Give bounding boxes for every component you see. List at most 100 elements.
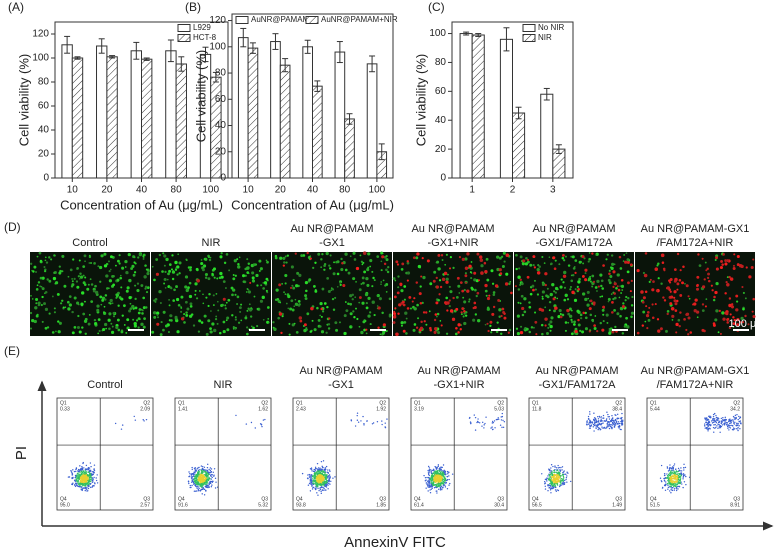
green-cell bbox=[94, 290, 99, 295]
error-bar bbox=[543, 87, 550, 101]
event bbox=[198, 478, 201, 480]
green-cell bbox=[115, 264, 117, 267]
red-cell bbox=[392, 321, 396, 324]
green-cell bbox=[259, 299, 264, 303]
x-tick-label: 80 bbox=[171, 185, 183, 196]
red-cell bbox=[532, 288, 535, 292]
green-cell bbox=[200, 259, 203, 261]
event bbox=[667, 486, 670, 489]
red-cell bbox=[643, 273, 648, 278]
green-cell bbox=[73, 296, 77, 300]
red-cell bbox=[552, 297, 556, 301]
green-cell bbox=[358, 301, 361, 304]
event bbox=[313, 468, 315, 471]
event bbox=[484, 422, 486, 425]
green-cell bbox=[611, 262, 615, 266]
event bbox=[208, 477, 211, 479]
event bbox=[585, 423, 588, 425]
red-cell bbox=[502, 310, 506, 314]
event bbox=[434, 486, 437, 488]
quadrant-name: Q3 bbox=[615, 496, 622, 502]
green-cell bbox=[503, 260, 506, 263]
green-cell bbox=[369, 265, 372, 268]
green-cell bbox=[121, 266, 125, 270]
event bbox=[715, 426, 717, 429]
event bbox=[441, 466, 443, 469]
green-cell bbox=[740, 316, 744, 321]
event bbox=[202, 472, 204, 474]
event bbox=[214, 477, 217, 480]
event bbox=[595, 427, 597, 430]
green-cell bbox=[161, 270, 164, 273]
green-cell bbox=[123, 324, 126, 326]
event bbox=[708, 420, 710, 423]
event bbox=[87, 478, 89, 480]
event bbox=[444, 473, 447, 476]
green-cell bbox=[115, 296, 118, 299]
event bbox=[201, 468, 204, 470]
red-cell bbox=[445, 280, 449, 284]
event bbox=[207, 484, 209, 487]
red-cell bbox=[358, 296, 362, 299]
event bbox=[500, 416, 502, 418]
event bbox=[93, 472, 95, 474]
event bbox=[206, 486, 208, 489]
green-cell bbox=[77, 314, 80, 318]
red-cell bbox=[439, 285, 443, 289]
event bbox=[621, 422, 623, 425]
event bbox=[668, 469, 671, 471]
event bbox=[429, 482, 431, 485]
green-cell bbox=[35, 298, 39, 302]
green-cell bbox=[126, 318, 130, 322]
event bbox=[208, 471, 211, 474]
green-cell bbox=[164, 287, 167, 289]
event bbox=[565, 477, 568, 479]
event bbox=[323, 487, 325, 490]
green-cell bbox=[35, 271, 37, 273]
event bbox=[89, 470, 91, 472]
event bbox=[77, 473, 79, 475]
green-cell bbox=[163, 277, 167, 282]
quadrant-value: 5.44 bbox=[650, 406, 660, 412]
event bbox=[324, 484, 326, 486]
green-cell bbox=[120, 330, 124, 334]
green-cell bbox=[619, 285, 622, 287]
green-cell bbox=[275, 288, 279, 292]
green-cell bbox=[76, 285, 80, 289]
y-tick-label: 20 bbox=[38, 149, 50, 160]
error-bar bbox=[503, 27, 510, 52]
green-cell bbox=[534, 288, 537, 291]
x-tick-label: 100 bbox=[202, 185, 219, 196]
event bbox=[206, 474, 208, 477]
scale-label: 100 μm bbox=[729, 318, 766, 330]
green-cell bbox=[136, 282, 140, 285]
green-cell bbox=[340, 268, 344, 272]
green-cell bbox=[573, 320, 576, 324]
red-cell bbox=[222, 297, 226, 301]
event bbox=[320, 469, 322, 471]
green-cell bbox=[129, 307, 133, 311]
event bbox=[82, 470, 85, 472]
event bbox=[555, 478, 558, 481]
event bbox=[667, 475, 669, 477]
event bbox=[430, 472, 433, 474]
green-cell bbox=[115, 293, 119, 297]
green-cell bbox=[296, 271, 300, 275]
event bbox=[439, 481, 441, 483]
green-cell bbox=[455, 295, 459, 299]
green-cell bbox=[53, 271, 56, 275]
red-cell bbox=[535, 333, 538, 336]
event bbox=[371, 423, 374, 425]
red-cell bbox=[278, 283, 282, 287]
green-cell bbox=[217, 309, 220, 312]
event bbox=[718, 427, 720, 429]
green-cell bbox=[82, 265, 86, 269]
green-cell bbox=[369, 323, 372, 326]
event bbox=[600, 420, 602, 423]
image-title: Au NR@PAMAM-GX1 bbox=[641, 223, 750, 235]
event bbox=[589, 425, 591, 428]
green-cell bbox=[34, 306, 38, 310]
red-cell bbox=[459, 327, 462, 331]
green-cell bbox=[373, 313, 376, 317]
event bbox=[705, 421, 707, 423]
